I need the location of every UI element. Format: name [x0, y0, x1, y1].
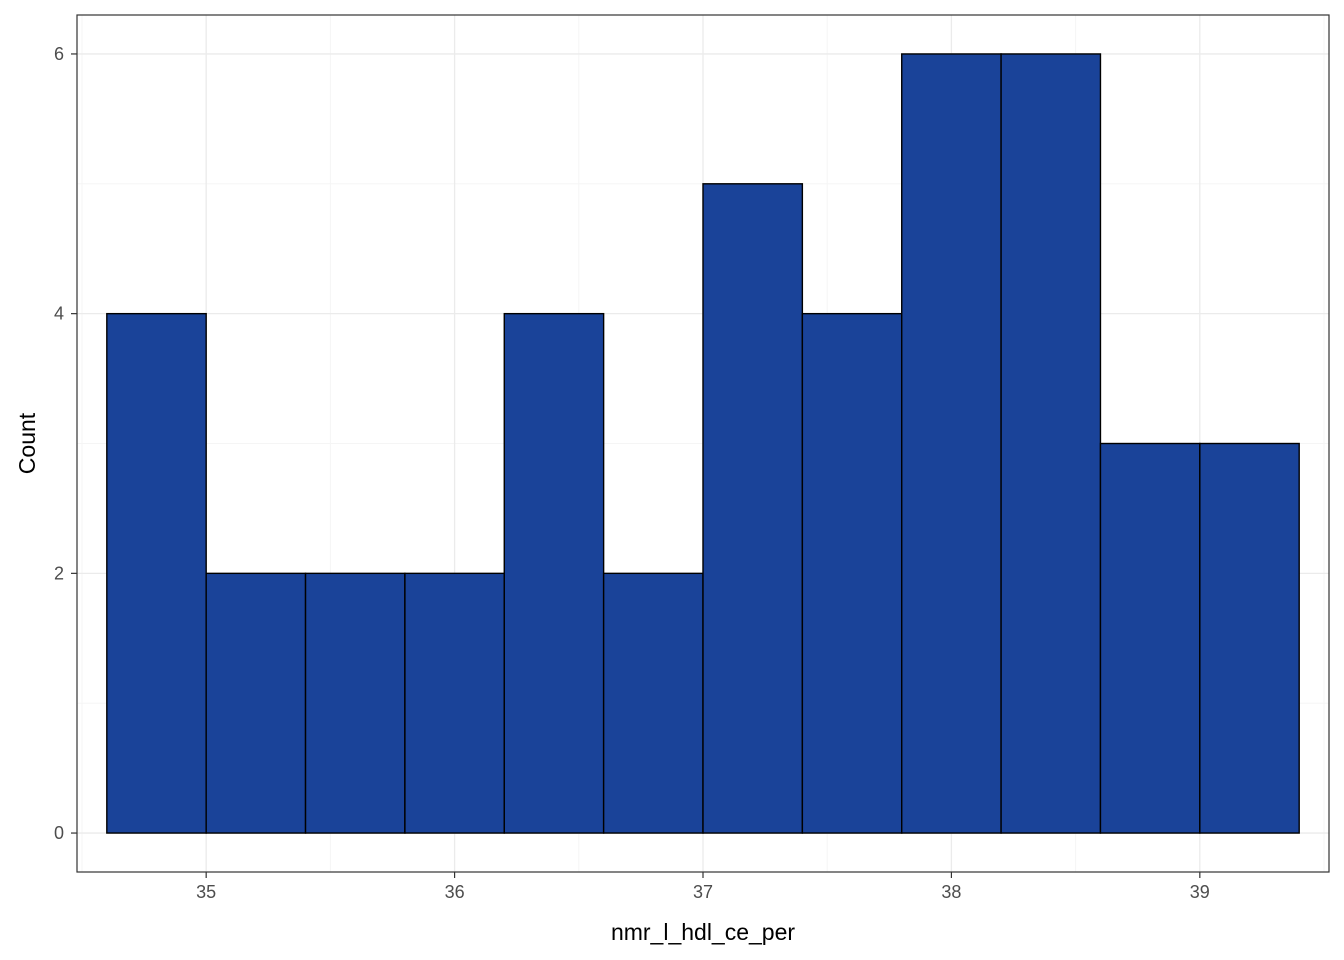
y-axis: 0 2 4 6 [54, 44, 77, 843]
x-tick-label: 37 [693, 882, 713, 902]
x-axis: 35 36 37 38 39 [196, 872, 1210, 902]
histogram-bar-9 [901, 53, 1002, 834]
x-tick-label: 35 [196, 882, 216, 902]
y-tick-label: 0 [54, 823, 64, 843]
y-axis-title: Count [14, 412, 40, 474]
x-tick-label: 39 [1190, 882, 1210, 902]
histogram-bar-2 [205, 572, 307, 834]
histogram-bar-11 [1099, 442, 1201, 834]
y-tick-label: 2 [54, 563, 64, 583]
x-tick-label: 38 [941, 882, 961, 902]
histogram-bar-4 [404, 572, 505, 834]
histogram-bar-5 [503, 312, 605, 834]
histogram-bar-3 [304, 572, 406, 834]
y-tick-label: 6 [54, 44, 64, 64]
histogram-bar-10 [1000, 53, 1102, 834]
histogram-bar-8 [801, 312, 903, 834]
histogram-bar-1 [106, 312, 207, 834]
histogram-bar-6 [602, 572, 704, 834]
histogram-bar-12 [1199, 442, 1300, 834]
y-tick-label: 4 [54, 304, 64, 324]
x-axis-title: nmr_l_hdl_ce_per [611, 919, 795, 945]
x-tick-label: 36 [445, 882, 465, 902]
histogram-bar-7 [702, 183, 804, 834]
histogram-bars [106, 53, 1300, 834]
